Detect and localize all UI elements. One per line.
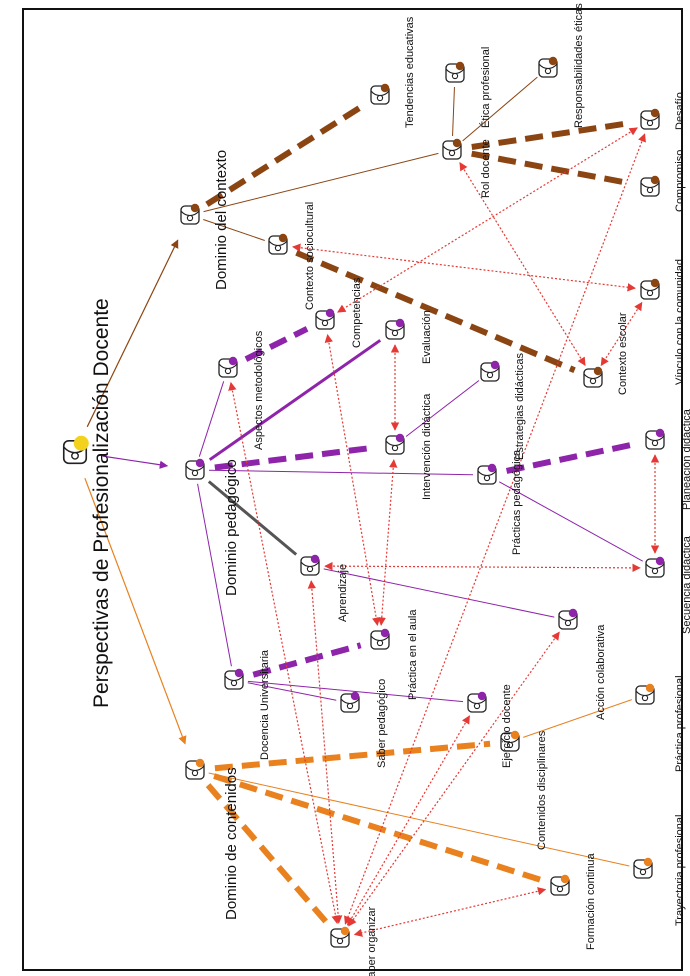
- edge-rol-escolar: [459, 162, 586, 366]
- edge-dom_pedagogico-docencia: [197, 483, 232, 667]
- edge-dom_pedagogico-aspectos: [198, 381, 225, 457]
- edge-sociocultural-vinculo: [292, 243, 636, 292]
- label-practica-prof: Práctica profesional: [674, 675, 686, 772]
- edge-rol-desafio: [471, 120, 631, 150]
- node-practica-aula-icon[interactable]: [370, 628, 390, 650]
- edge-dom_contenidos-formacion: [213, 773, 542, 883]
- label-aprendizaje: Aprendizaje: [337, 564, 349, 622]
- label-competencias: Competencias: [351, 277, 363, 348]
- node-rol-icon[interactable]: [442, 138, 462, 160]
- edge-formacion-saber_org: [353, 887, 547, 937]
- edge-dom_contexto-sociocultural: [203, 219, 265, 241]
- label-contenidos-disc: Contenidos disciplinares: [536, 730, 548, 850]
- node-trayectoria-icon[interactable]: [633, 857, 653, 879]
- node-aspectos-icon[interactable]: [218, 356, 238, 378]
- label-compromiso: Compromiso: [674, 150, 686, 212]
- node-desafio-icon[interactable]: [640, 108, 660, 130]
- node-vinculo-icon[interactable]: [640, 278, 660, 300]
- node-dom-contenidos-icon[interactable]: [185, 758, 205, 780]
- label-trayectoria: Trayectoria profesional: [674, 815, 686, 926]
- node-planeacion-icon[interactable]: [645, 428, 665, 450]
- edge-root-dom_contenidos: [84, 477, 187, 745]
- node-saber-ped-icon[interactable]: [340, 691, 360, 713]
- label-responsabilidades: Responsabilidades éticas: [573, 3, 585, 128]
- label-planeacion: Planeación didáctica: [681, 408, 690, 510]
- edge-rol-compromiso: [471, 150, 631, 187]
- node-escolar-icon[interactable]: [583, 366, 603, 388]
- node-aprendizaje-icon[interactable]: [300, 554, 320, 576]
- label-evaluacion: Evaluación: [421, 310, 433, 364]
- node-ejercicio-icon[interactable]: [467, 691, 487, 713]
- edge-rol-etica: [452, 86, 455, 137]
- edge-aspectos-competencias: [244, 326, 309, 362]
- diagram-frame: [22, 8, 683, 971]
- edge-ejercicio-saber_org: [347, 715, 470, 926]
- node-dom-contexto-icon[interactable]: [180, 203, 200, 225]
- label-vinculo: Vínculo con la comunidad: [674, 259, 686, 385]
- label-escolar: Contexto escolar: [617, 312, 629, 395]
- label-etica: Ética profesional: [479, 47, 492, 128]
- node-formacion-icon[interactable]: [550, 874, 570, 896]
- label-secuencia: Secuencia didáctica: [681, 535, 690, 634]
- node-contenidos-disc-icon[interactable]: [500, 730, 520, 752]
- edge-dom_pedagogico-aprendizaje: [207, 480, 298, 556]
- label-aspectos: Aspectos metodológicos: [253, 330, 265, 450]
- edge-root-dom_pedagogico: [102, 455, 169, 469]
- label-ejercicio: Ejercicio docente: [501, 684, 513, 768]
- label-docencia: Docencia Universitaria: [259, 649, 271, 760]
- label-estrategias: Estrategias didácticas: [514, 353, 526, 460]
- node-docencia-icon[interactable]: [224, 668, 244, 690]
- node-etica-icon[interactable]: [445, 61, 465, 83]
- label-dom-contenidos: Dominio de contenidos: [223, 767, 240, 920]
- label-intervencion: Intervención didáctica: [421, 393, 433, 500]
- label-formacion: Formación continua: [585, 853, 597, 950]
- node-practica-prof-icon[interactable]: [635, 683, 655, 705]
- label-dom-contexto: Dominio del contexto: [213, 150, 230, 290]
- label-tendencias: Tendencias educativas: [404, 16, 416, 128]
- node-intervencion-icon[interactable]: [385, 433, 405, 455]
- label-rol: Rol docente: [480, 139, 492, 198]
- node-evaluacion-icon[interactable]: [385, 318, 405, 340]
- edge-dom_contexto-tendencias: [205, 103, 365, 207]
- edge-desafio-saber_org: [344, 133, 646, 925]
- edge-dom_contenidos-trayectoria: [208, 772, 630, 867]
- node-root-icon[interactable]: [62, 435, 89, 465]
- edge-sociocultural-escolar: [295, 250, 576, 373]
- node-competencias-icon[interactable]: [315, 308, 335, 330]
- label-sociocultural: Contexto sociocultural: [304, 202, 316, 310]
- node-dom-pedagogico-icon[interactable]: [185, 458, 205, 480]
- label-dom-pedagogico: Dominio pedagógico: [223, 459, 240, 596]
- edge-aprendizaje-secuencia: [324, 561, 641, 573]
- label-saber-ped: Saber pedagógico: [376, 679, 388, 768]
- edge-rol-responsabilidades: [462, 76, 538, 142]
- label-accion: Acción colaborativa: [595, 624, 607, 720]
- node-responsabilidades-icon[interactable]: [538, 56, 558, 78]
- node-compromiso-icon[interactable]: [640, 175, 660, 197]
- edge-dom_contenidos-contenidos_disc: [214, 740, 491, 772]
- edge-accion-saber_org: [348, 631, 560, 927]
- node-secuencia-icon[interactable]: [645, 556, 665, 578]
- label-practica-aula: Práctica en el aula: [407, 609, 419, 700]
- edge-root-dom_contexto: [86, 239, 179, 428]
- node-estrategias-icon[interactable]: [480, 360, 500, 382]
- edge-intervencion-estrategias: [405, 380, 480, 437]
- edge-aprendizaje-accion: [323, 568, 555, 618]
- page-title: Perspectivas de Profesionalización Docen…: [90, 298, 113, 708]
- node-saber-org-icon[interactable]: [330, 926, 350, 948]
- edge-aprendizaje-saber_org: [307, 580, 343, 924]
- node-tendencias-icon[interactable]: [370, 83, 390, 105]
- label-desafio: Desafío: [674, 92, 686, 130]
- label-saber-org: Saber organizar: [366, 906, 378, 976]
- node-practicas-ped-icon[interactable]: [477, 463, 497, 485]
- edge-competencias-practica_aula: [324, 333, 381, 627]
- label-practicas-ped: Prácticas pedagógica: [511, 449, 523, 555]
- edge-intervencion-practica_aula: [377, 459, 398, 626]
- node-sociocultural-icon[interactable]: [268, 233, 288, 255]
- node-accion-icon[interactable]: [558, 608, 578, 630]
